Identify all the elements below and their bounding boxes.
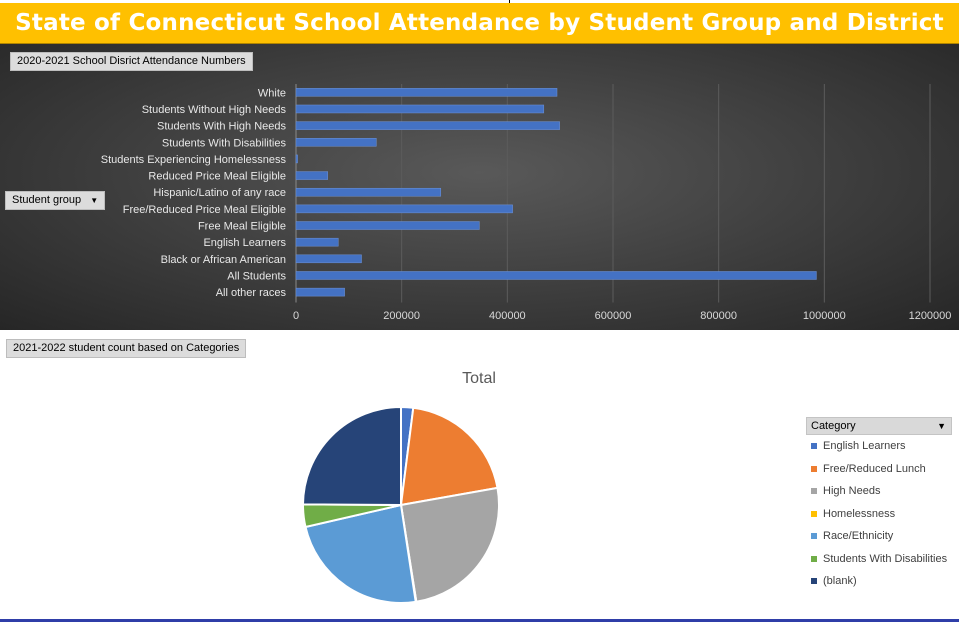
top-edge-tick: [509, 0, 510, 3]
category-label: Students With High Needs: [157, 121, 287, 133]
x-tick-label: 400000: [489, 310, 526, 322]
bar: [295, 88, 558, 97]
bar: [295, 221, 480, 230]
x-tick-label: 200000: [383, 310, 420, 322]
pie-value-field-label: 2021-2022 student count based on Categor…: [13, 342, 240, 354]
legend-items: English Learners Free/Reduced Lunch High N…: [806, 435, 952, 593]
pie-value-field-button[interactable]: 2021-2022 student count based on Categor…: [6, 339, 247, 358]
value-field-button[interactable]: 2020-2021 School Disrict Attendance Numb…: [10, 52, 253, 71]
legend-swatch: [811, 555, 817, 562]
bar: [295, 138, 377, 147]
bar: [295, 121, 560, 130]
legend-item: (blank): [806, 570, 952, 593]
category-filter-button[interactable]: Category ▼: [806, 417, 952, 435]
category-label: Students Without High Needs: [142, 104, 287, 116]
title-banner: State of Connecticut School Attendance b…: [0, 3, 959, 44]
category-label: White: [258, 87, 286, 99]
x-tick-label: 0: [293, 310, 299, 322]
legend-label: Homelessness: [823, 507, 896, 520]
student-group-filter-label: Student group: [12, 194, 82, 206]
bar: [295, 154, 298, 164]
legend-label: Free/Reduced Lunch: [823, 462, 926, 475]
page-title: State of Connecticut School Attendance b…: [15, 10, 944, 36]
category-label: Students Experiencing Homelessness: [101, 154, 287, 166]
bar: [295, 187, 442, 197]
category-label: Black or African American: [161, 254, 286, 266]
bar: [295, 104, 545, 114]
legend-item: High Needs: [806, 480, 952, 503]
category-label: All Students: [227, 270, 286, 282]
pie-legend: Category ▼ English Learners Free/Reduced …: [806, 417, 952, 593]
legend-swatch: [811, 465, 817, 472]
bar: [295, 237, 339, 247]
category-label: Hispanic/Latino of any race: [153, 187, 286, 199]
category-label: Reduced Price Meal Eligible: [148, 171, 286, 183]
x-tick-label: 800000: [700, 310, 737, 322]
legend-label: High Needs: [823, 485, 881, 497]
legend-swatch: [811, 578, 817, 585]
pie-chart: Total: [301, 370, 500, 604]
category-label: All other races: [216, 287, 287, 299]
category-filter-label: Category: [811, 420, 856, 432]
legend-label: Race/Ethnicity: [823, 530, 894, 542]
x-tick-label: 600000: [595, 310, 632, 322]
category-label: Free/Reduced Price Meal Eligible: [123, 204, 286, 216]
pie-slice: [301, 405, 402, 507]
legend-item: Free/Reduced Lunch: [806, 458, 952, 481]
pie-title: Total: [462, 370, 496, 387]
category-label: Free Meal Eligible: [198, 221, 286, 233]
value-field-label: 2020-2021 School Disrict Attendance Numb…: [17, 55, 246, 67]
bar: [295, 254, 362, 264]
x-tick-label: 1000000: [803, 310, 846, 322]
bar-chart: 0 200000 400000 600000 800000 1000000 1200000 W…: [101, 84, 952, 322]
legend-swatch: [811, 488, 817, 495]
legend-item: English Learners: [806, 435, 952, 458]
category-label: Students With Disabilities: [162, 137, 287, 149]
legend-item: Homelessness: [806, 503, 952, 526]
dropdown-arrow-icon: ▼: [90, 196, 99, 205]
legend-item: Race/Ethnicity: [806, 525, 952, 548]
dropdown-arrow-icon: ▼: [937, 421, 946, 431]
bar: [295, 204, 513, 214]
bar: [295, 271, 817, 280]
legend-label: Students With Disabilities: [823, 552, 948, 565]
pie-slice: [304, 503, 417, 604]
legend-swatch: [811, 510, 817, 517]
legend-label: English Learners: [823, 440, 906, 452]
pie-slice: [399, 406, 499, 507]
legend-swatch: [811, 533, 817, 540]
category-label: English Learners: [203, 237, 286, 249]
bar: [295, 287, 345, 297]
legend-item: Students With Disabilities: [806, 548, 952, 571]
legend-swatch: [811, 443, 817, 450]
bar-chart-panel: 0 200000 400000 600000 800000 1000000 1200000 W…: [0, 44, 959, 330]
student-group-filter-button[interactable]: Student group ▼: [5, 191, 106, 210]
bottom-border: [0, 619, 959, 622]
bar: [295, 171, 328, 180]
pie-slice: [399, 486, 500, 603]
x-tick-label: 1200000: [909, 310, 952, 322]
legend-label: (blank): [823, 575, 857, 587]
